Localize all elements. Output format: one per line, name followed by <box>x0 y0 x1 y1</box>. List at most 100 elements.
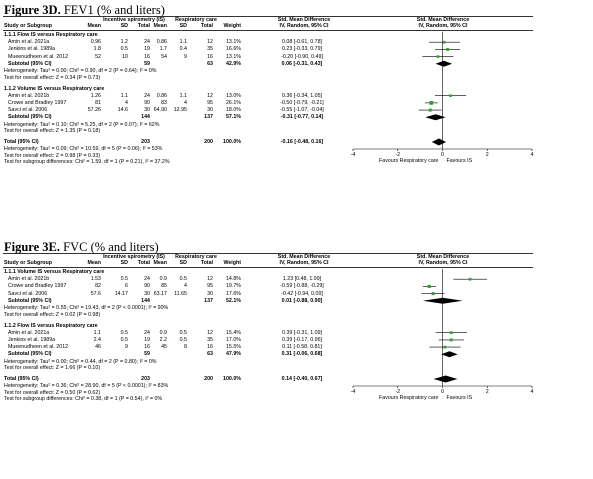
study-marker <box>449 331 453 335</box>
sd2-cell: 8 <box>184 344 187 351</box>
smd-ci-cell: -0.50 [-0.79, -0.21] <box>280 99 324 106</box>
study-name: Mueenudheen et al. 2012 <box>8 344 69 351</box>
smd-ci-cell: 0.08 [-0.61, 0.78] <box>281 39 323 46</box>
overall-effect-text: Test for overall effect: Z = 0.02 (P = 0… <box>4 311 101 318</box>
total1-cell: 24 <box>144 276 150 283</box>
smd-ci-cell: -0.55 [-1.07, -0.04] <box>280 107 324 114</box>
overall-effect-text: Test for overall effect: Z = 1.35 (P = 0… <box>4 128 101 134</box>
mean1-cell: 2.4 <box>93 336 101 343</box>
x-tick-label: -2 <box>395 151 401 158</box>
sd2-cell: 9 <box>184 53 187 60</box>
mean1-cell: 1.1 <box>93 329 101 336</box>
study-marker <box>427 284 431 288</box>
total-weight: 100.0% <box>223 139 241 145</box>
total-n2: 200 <box>204 376 213 382</box>
subgroup-title: 1.1.1 Flow IS versus Respiratory care <box>4 32 98 38</box>
study-marker <box>446 47 450 51</box>
sd2-header: SD <box>179 23 187 29</box>
sd1-header: SD <box>120 23 128 29</box>
mean1-cell: 81 <box>95 99 101 106</box>
total-n1: 203 <box>141 376 150 382</box>
mean2-header: Mean <box>153 260 167 266</box>
subtotal-label: Subtotal (95% CI) <box>8 114 52 121</box>
smd-ci-cell: -0.59 [-0.88, -0.29] <box>280 283 324 290</box>
mean2-cell: 54 <box>161 53 167 60</box>
mean1-cell: 46 <box>95 344 101 351</box>
subtotal-n1: 59 <box>144 351 150 358</box>
total1-cell: 19 <box>144 336 150 343</box>
total2-cell: 30 <box>207 290 213 297</box>
favours-left-label: Favours Respiratory care <box>379 158 439 164</box>
mean2-cell: 64.90 <box>153 107 167 114</box>
mean1-cell: 1.8 <box>93 46 101 53</box>
subtotal-diamond <box>435 60 453 67</box>
study-column-header: Study or Subgroup <box>4 23 52 29</box>
figure-label: Figure 3D. <box>4 3 61 17</box>
weight-cell: 18.0% <box>225 107 241 114</box>
mean2-cell: 2.2 <box>159 336 167 343</box>
total1-cell: 16 <box>144 53 150 60</box>
mean1-cell: 1.26 <box>90 92 101 99</box>
smd-method-header: IV, Random, 95% CI <box>279 260 329 266</box>
total2-cell: 12 <box>207 276 213 283</box>
sd1-cell: 6 <box>125 283 128 290</box>
total1-cell: 24 <box>144 92 150 99</box>
sd2-cell: 0.5 <box>179 329 187 336</box>
total1-header: Total <box>137 260 150 266</box>
study-name: Amin et al. 2021b <box>8 92 50 99</box>
study-marker <box>443 40 446 44</box>
mean1-header: Mean <box>87 23 101 29</box>
footer-text: Test for subgroup differences: Chi² = 0.… <box>4 396 163 402</box>
subtotal-n1: 144 <box>141 114 150 121</box>
smd-column-title: Std. Mean Difference <box>277 254 331 260</box>
total-ci: 0.14 [-0.40, 0.67] <box>281 376 323 382</box>
total1-cell: 30 <box>144 107 150 114</box>
weight-cell: 13.1% <box>225 53 241 60</box>
weight-header: Weight <box>223 23 241 29</box>
study-marker <box>449 94 452 97</box>
sd2-cell: 11.65 <box>174 290 187 297</box>
mean2-cell: 0.9 <box>159 276 167 283</box>
x-tick-label: 4 <box>530 151 534 158</box>
total2-cell: 12 <box>207 92 213 99</box>
total1-cell: 19 <box>144 46 150 53</box>
footer-text: Test for overall effect: Z = 0.98 (P = 0… <box>4 152 101 159</box>
weight-cell: 13.1% <box>225 39 241 46</box>
total2-cell: 12 <box>207 329 213 336</box>
subtotal-diamond <box>425 114 446 121</box>
total2-cell: 35 <box>207 46 213 53</box>
study-marker <box>468 277 472 281</box>
total2-header: Total <box>200 260 213 266</box>
weight-cell: 13.0% <box>225 92 241 99</box>
mean2-cell: 85 <box>161 283 167 290</box>
sd2-header: SD <box>179 260 187 266</box>
subtotal-ci: 0.06 [-0.31, 0.43] <box>281 60 323 67</box>
header-bottom-rule <box>3 30 533 31</box>
study-name: Jenkins et al. 1989a <box>8 336 56 343</box>
subtotal-label: Subtotal (95% CI) <box>8 297 52 304</box>
study-name: Jenkins et al. 1989a <box>8 46 56 53</box>
figure-title: Figure 3E. FVC (% and liters) <box>4 240 159 255</box>
heterogeneity-text: Heterogeneity: Tau² = 0.00; Chi² = 0.44,… <box>4 358 157 365</box>
favours-left-label: Favours Respiratory care <box>379 395 439 401</box>
smd-ci-cell: 0.11 [-0.58, 0.81] <box>282 344 322 351</box>
sd2-cell: 0.5 <box>179 276 187 283</box>
total-diamond <box>433 375 458 383</box>
subtotal-n1: 144 <box>141 297 150 304</box>
study-column-header: Study or Subgroup <box>4 260 52 266</box>
plot-method-header: IV, Random, 95% CI <box>418 23 468 29</box>
weight-cell: 19.7% <box>225 283 241 290</box>
subtotal-ci: 0.31 [-0.06, 0.68] <box>281 351 323 358</box>
figure-title: Figure 3D. FEV1 (% and liters) <box>4 3 165 18</box>
smd-ci-cell: 0.39 [-0.31, 1.09] <box>281 329 323 336</box>
sd2-cell: 0.4 <box>179 46 187 53</box>
favours-right-label: Favours IS <box>446 158 473 164</box>
sd1-cell: 1.1 <box>120 92 128 99</box>
smd-ci-cell: -0.42 [-0.94, 0.09] <box>281 290 323 297</box>
total1-header: Total <box>137 23 150 29</box>
x-tick-label: -4 <box>350 151 356 158</box>
study-marker <box>429 101 434 105</box>
heterogeneity-text: Heterogeneity: Tau² = 0.10; Chi² = 5.25,… <box>4 121 160 128</box>
